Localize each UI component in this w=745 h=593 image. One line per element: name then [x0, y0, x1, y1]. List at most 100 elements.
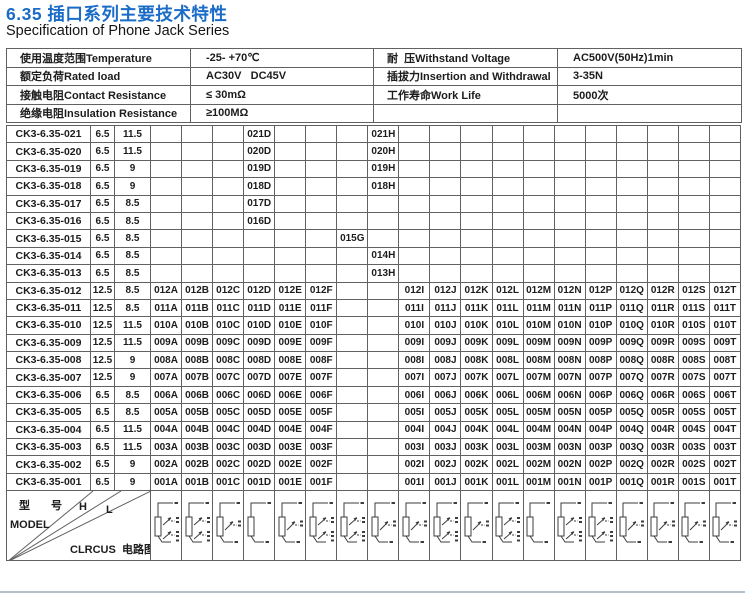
variant-code-cell: 012P — [584, 281, 617, 300]
model-number-cell: CK3-6.35-007 — [6, 368, 91, 387]
variant-code-cell: 008N — [553, 351, 586, 370]
spec-value-cell — [557, 103, 742, 123]
variant-code-cell — [584, 264, 617, 283]
variant-code-cell: 012E — [274, 281, 307, 300]
variant-code-cell: 001I — [398, 472, 431, 492]
variant-code-cell — [274, 229, 307, 248]
variant-code-cell: 010A — [149, 316, 183, 335]
variant-code-cell: 012C — [212, 281, 245, 300]
variant-code-cell: 006F — [305, 385, 338, 405]
variant-code-cell — [398, 124, 431, 144]
model-number-cell: CK3-6.35-012 — [6, 281, 91, 300]
variant-code-cell — [646, 264, 679, 283]
variant-code-cell: 006K — [460, 385, 493, 405]
variant-code-cell — [708, 177, 742, 196]
variant-code-cell: 008Q — [615, 351, 648, 370]
variant-code-cell: 003Q — [615, 438, 648, 457]
variant-code-cell — [367, 472, 400, 492]
variant-code-cell: 003B — [181, 438, 214, 457]
variant-code-cell: 011I — [398, 298, 431, 318]
variant-code-cell — [149, 264, 183, 283]
h-dimension-cell: 6.5 — [90, 420, 115, 440]
variant-code-cell: 006L — [491, 385, 524, 405]
variant-code-cell: 012D — [243, 281, 276, 300]
variant-code-cell: 007B — [181, 368, 214, 387]
spec-row: 接触电阻Contact Resistance ≤ 30mΩ 工作寿命Work Lif… — [6, 85, 742, 105]
variant-code-cell: 011Q — [615, 298, 648, 318]
variant-code-cell: 012R — [646, 281, 679, 300]
variant-code-cell — [708, 211, 742, 231]
variant-code-cell: 007A — [149, 368, 183, 387]
circuit-diagram-icon — [216, 502, 241, 544]
h-dimension-cell: 6.5 — [90, 385, 115, 405]
variant-code-cell — [336, 159, 369, 179]
model-row: CK3-6.35-021 6.5 11.5 021D 021H — [6, 124, 742, 144]
variant-code-cell: 001F — [305, 472, 338, 492]
variant-code-cell — [398, 142, 431, 161]
variant-code-cell: 001P — [584, 472, 617, 492]
variant-code-cell: 006E — [274, 385, 307, 405]
variant-code-cell — [212, 142, 245, 161]
variant-code-cell — [367, 351, 400, 370]
l-dimension-cell: 9 — [114, 159, 151, 179]
variant-code-cell: 005B — [181, 403, 214, 422]
variant-code-cell — [646, 159, 679, 179]
variant-code-cell: 004N — [553, 420, 586, 440]
variant-code-cell — [274, 194, 307, 213]
model-row: CK3-6.35-017 6.5 8.5 017D — [6, 194, 742, 213]
variant-code-cell — [615, 177, 648, 196]
variant-code-cell — [367, 420, 400, 440]
variant-code-cell — [584, 142, 617, 161]
variant-code-cell — [336, 194, 369, 213]
variant-code-cell — [553, 229, 586, 248]
variant-code-cell: 001T — [708, 472, 742, 492]
circuit-diagram-icon — [433, 502, 458, 543]
variant-code-cell — [522, 264, 555, 283]
variant-code-cell — [336, 472, 369, 492]
variant-code-cell — [429, 159, 462, 179]
variant-code-cell — [553, 194, 586, 213]
h-dimension-cell: 6.5 — [90, 194, 115, 213]
variant-code-cell: 006C — [212, 385, 245, 405]
page-subtitle: Specification of Phone Jack Series — [6, 23, 230, 39]
variant-code-cell: 002F — [305, 455, 338, 474]
variant-code-cell: 005P — [584, 403, 617, 422]
spec-row: 使用温度范围Temperature -25- +70℃ 耐 压Withstand V… — [6, 48, 742, 68]
variant-code-cell: 001J — [429, 472, 462, 492]
variant-code-cell — [491, 194, 524, 213]
spec-label-cell: 插拔力Insertion and Withdrawal — [373, 66, 558, 86]
variant-code-cell: 002P — [584, 455, 617, 474]
jack-model-table: CK3-6.35-021 6.5 11.5 021D 021H CK3-6.35-020 6… — [6, 124, 742, 562]
variant-code-cell: 005E — [274, 403, 307, 422]
variant-code-cell — [460, 194, 493, 213]
variant-code-cell: 009K — [460, 333, 493, 353]
variant-code-cell — [336, 351, 369, 370]
spec-value-cell: AC500V(50Hz)1min — [557, 48, 742, 68]
variant-code-cell: 007F — [305, 368, 338, 387]
l-dimension-cell: 11.5 — [114, 124, 151, 144]
variant-code-cell: 010Q — [615, 316, 648, 335]
variant-code-cell: 003I — [398, 438, 431, 457]
variant-code-cell: 009C — [212, 333, 245, 353]
variant-code-cell: 009E — [274, 333, 307, 353]
variant-code-cell: 003R — [646, 438, 679, 457]
l-dimension-cell: 8.5 — [114, 403, 151, 422]
variant-code-cell — [243, 264, 276, 283]
variant-code-cell: 005J — [429, 403, 462, 422]
variant-code-cell: 003D — [243, 438, 276, 457]
variant-code-cell — [646, 124, 679, 144]
model-row: CK3-6.35-012 12.5 8.5 012A 012B 012C 012D 012E 0… — [6, 281, 742, 300]
variant-code-cell — [212, 264, 245, 283]
circuit-diagram-icon — [588, 502, 614, 543]
variant-code-cell — [181, 246, 214, 266]
variant-code-cell: 005R — [646, 403, 679, 422]
model-number-cell: CK3-6.35-010 — [6, 316, 91, 335]
circuit-diagram-icon — [526, 502, 551, 544]
variant-code-cell — [336, 264, 369, 283]
variant-code-cell: 004K — [460, 420, 493, 440]
variant-code-cell — [584, 124, 617, 144]
model-row: CK3-6.35-013 6.5 8.5 013H — [6, 264, 742, 283]
variant-code-cell: 008I — [398, 351, 431, 370]
spec-label-cell: 接触电阻Contact Resistance — [6, 85, 191, 105]
